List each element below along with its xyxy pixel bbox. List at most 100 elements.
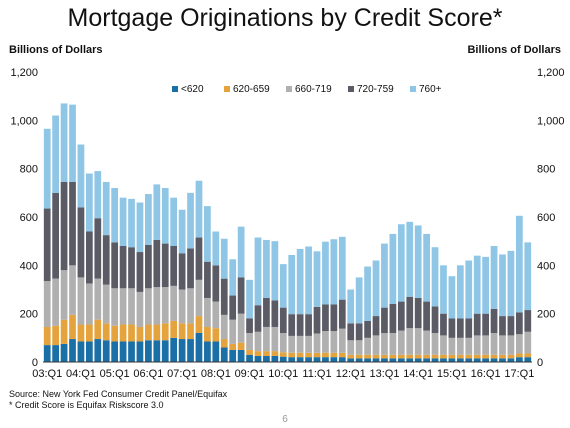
- bar-09:Q4-series-4: [271, 241, 279, 301]
- bar-14:Q2-series-3: [423, 301, 430, 331]
- bar-04:Q3-series-0: [94, 339, 102, 362]
- bar-12:Q1-series-2: [347, 340, 355, 355]
- bar-07:Q4-series-0: [204, 341, 211, 362]
- bar-12:Q2-series-4: [355, 277, 363, 324]
- bar-07:Q2-series-1: [187, 323, 194, 340]
- bar-07:Q1-series-0: [178, 339, 186, 362]
- bar-08:Q3-series-1: [229, 343, 237, 350]
- bar-04:Q4-series-4: [102, 181, 110, 236]
- bar-12:Q1-series-0: [347, 358, 355, 363]
- bar-06:Q4-series-2: [170, 285, 178, 321]
- bar-05:Q2-series-1: [119, 324, 127, 342]
- x-tick-label: 16:Q1: [471, 368, 501, 380]
- bar-13:Q1-series-2: [381, 333, 388, 355]
- footnote: * Credit Score is Equifax Riskscore 3.0: [9, 400, 164, 410]
- source-note: Source: New York Fed Consumer Credit Pan…: [9, 389, 228, 399]
- y-tick-left: 400: [20, 260, 38, 272]
- legend-label-0: <620: [181, 84, 204, 95]
- bar-13:Q4-series-1: [406, 354, 414, 359]
- bar-14:Q3-series-1: [431, 354, 439, 359]
- bar-12:Q3-series-2: [364, 337, 371, 355]
- bar-16:Q2-series-3: [490, 308, 498, 333]
- bar-11:Q3-series-4: [330, 239, 338, 305]
- bar-04:Q2-series-4: [86, 173, 93, 232]
- bar-06:Q3-series-3: [161, 243, 169, 288]
- bar-10:Q4-series-0: [305, 357, 312, 362]
- bar-08:Q3-series-3: [229, 295, 237, 320]
- bar-03:Q4-series-4: [69, 104, 76, 182]
- bar-16:Q3-series-3: [499, 316, 506, 336]
- bar-13:Q2-series-0: [389, 358, 397, 363]
- bar-05:Q3-series-4: [128, 198, 135, 248]
- bar-06:Q4-series-0: [170, 337, 178, 362]
- bar-04:Q4-series-1: [102, 323, 110, 341]
- bar-13:Q1-series-1: [381, 354, 388, 359]
- bar-15:Q4-series-0: [473, 358, 481, 363]
- bar-11:Q4-series-3: [338, 299, 346, 329]
- bar-06:Q1-series-2: [145, 288, 152, 325]
- bar-15:Q4-series-3: [473, 313, 481, 336]
- y-tick-right: 1,000: [537, 115, 565, 127]
- bar-14:Q3-series-4: [431, 247, 439, 307]
- bar-03:Q2-series-4: [52, 115, 60, 193]
- bar-07:Q3-series-0: [195, 333, 203, 362]
- bar-03:Q2-series-0: [52, 345, 60, 362]
- bar-05:Q2-series-2: [119, 288, 127, 325]
- y-tick-right: 1,200: [537, 67, 565, 79]
- bar-06:Q2-series-0: [153, 340, 161, 362]
- bar-10:Q2-series-4: [288, 254, 296, 315]
- bar-03:Q3-series-1: [60, 319, 68, 344]
- bar-05:Q1-series-1: [111, 325, 119, 342]
- bar-07:Q4-series-1: [204, 326, 211, 342]
- bar-15:Q1-series-3: [448, 318, 456, 338]
- bar-07:Q4-series-3: [204, 261, 211, 298]
- bar-12:Q3-series-3: [364, 320, 371, 338]
- bar-14:Q1-series-2: [414, 328, 422, 355]
- bar-08:Q4-series-4: [237, 226, 245, 278]
- bar-08:Q1-series-3: [212, 265, 220, 302]
- bar-15:Q2-series-0: [456, 358, 464, 363]
- y-tick-left: 0: [32, 357, 38, 369]
- bar-13:Q1-series-0: [381, 358, 388, 363]
- bar-04:Q4-series-2: [102, 284, 110, 324]
- bar-09:Q1-series-1: [246, 349, 253, 355]
- x-tick-label: 13:Q1: [369, 368, 399, 380]
- bar-07:Q2-series-4: [187, 192, 194, 249]
- bar-10:Q3-series-0: [296, 357, 304, 362]
- bar-12:Q1-series-1: [347, 354, 355, 359]
- bar-11:Q1-series-2: [313, 333, 321, 353]
- bar-12:Q1-series-3: [347, 323, 355, 341]
- bar-15:Q1-series-4: [448, 276, 456, 319]
- bar-14:Q3-series-3: [431, 306, 439, 333]
- x-tick-label: 09:Q1: [235, 368, 265, 380]
- bar-15:Q2-series-2: [456, 337, 464, 355]
- bar-17:Q1-series-3: [515, 312, 523, 335]
- bar-12:Q4-series-4: [372, 260, 380, 317]
- bar-14:Q2-series-0: [423, 358, 430, 363]
- y-axis-label-right: Billions of Dollars: [467, 44, 561, 56]
- bar-09:Q4-series-1: [271, 351, 279, 356]
- bar-11:Q3-series-2: [330, 331, 338, 353]
- x-tick-label: 14:Q1: [403, 368, 433, 380]
- bar-09:Q2-series-0: [254, 355, 262, 362]
- y-tick-left: 200: [20, 309, 38, 321]
- bar-03:Q3-series-0: [60, 343, 68, 363]
- bar-08:Q3-series-4: [229, 259, 237, 296]
- bar-11:Q2-series-0: [322, 357, 329, 362]
- bar-06:Q1-series-4: [145, 194, 152, 245]
- bar-17:Q1-series-0: [515, 357, 523, 362]
- bar-10:Q1-series-4: [279, 264, 287, 308]
- bar-12:Q4-series-0: [372, 358, 380, 363]
- bar-16:Q3-series-2: [499, 335, 506, 355]
- bar-16:Q4-series-2: [507, 335, 515, 355]
- bar-06:Q4-series-1: [170, 320, 178, 338]
- bar-09:Q4-series-3: [271, 300, 279, 327]
- bar-08:Q3-series-2: [229, 319, 237, 344]
- bar-03:Q3-series-4: [60, 103, 68, 182]
- bar-08:Q1-series-1: [212, 328, 220, 342]
- bar-08:Q1-series-0: [212, 341, 220, 362]
- bar-14:Q4-series-3: [440, 313, 447, 336]
- bar-10:Q3-series-3: [296, 314, 304, 336]
- x-tick-label: 04:Q1: [66, 368, 96, 380]
- bar-06:Q3-series-1: [161, 323, 169, 341]
